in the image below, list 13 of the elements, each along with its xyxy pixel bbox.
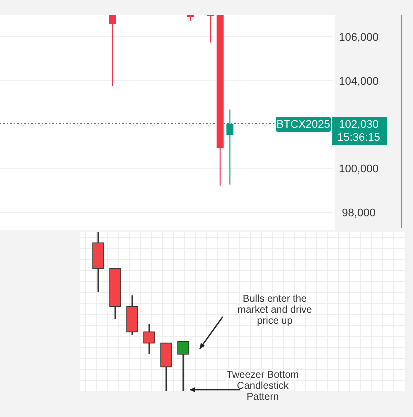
ref-line-label: BTCX2025	[276, 119, 330, 132]
y-tick-label: 106,000	[339, 32, 379, 44]
candlestick	[144, 323, 156, 356]
y-tick-label: 104,000	[339, 76, 379, 88]
candlestick	[109, 14, 116, 88]
text: 15:36:15	[338, 132, 380, 144]
y-tick-label: 100,000	[339, 164, 379, 176]
text: 102,030	[339, 119, 379, 132]
text: Tweezer Bottom Candlestick Pattern	[226, 370, 300, 403]
candlestick	[207, 14, 214, 44]
text: Bulls enter the market and drive price up	[238, 294, 313, 327]
y-tick-label: 98,000	[342, 207, 376, 220]
candlestick	[160, 342, 172, 392]
